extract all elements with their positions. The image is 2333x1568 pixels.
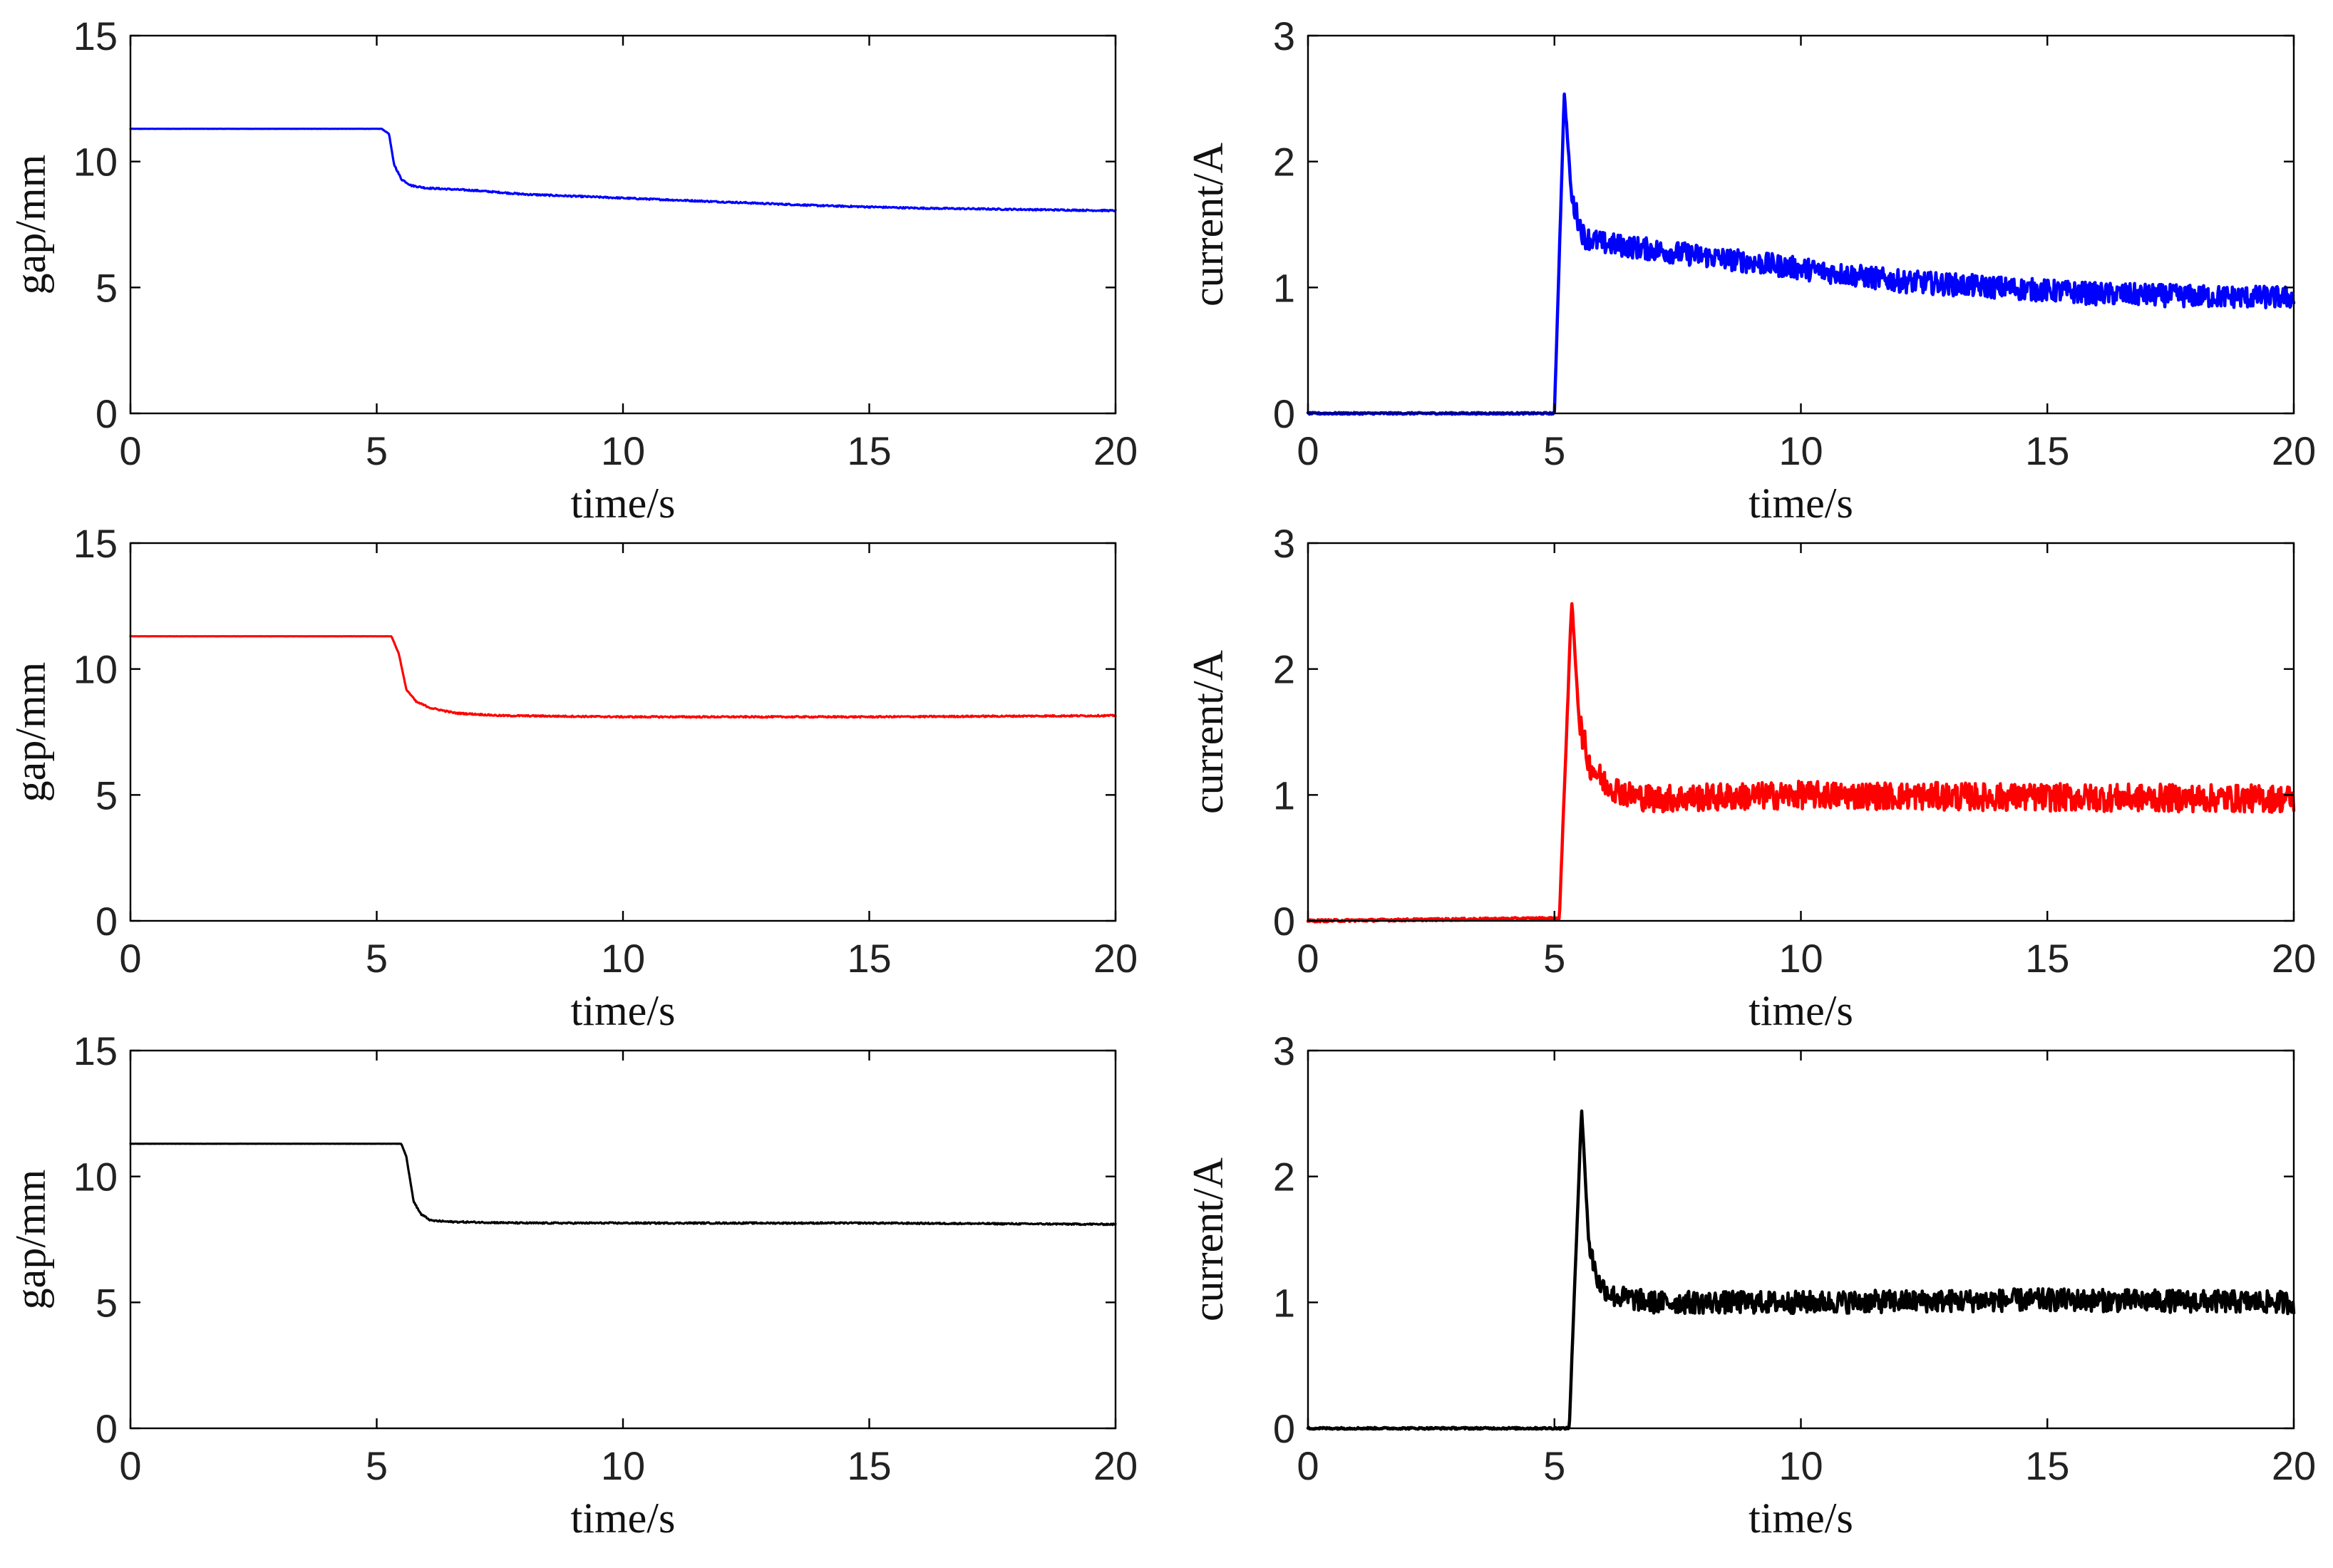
y-tick-label: 0 [96, 1406, 118, 1451]
y-tick-label: 3 [1273, 1028, 1295, 1073]
y-tick-label: 0 [1273, 391, 1295, 436]
y-tick-label: 15 [73, 521, 118, 566]
y-tick-label: 5 [96, 1280, 118, 1325]
x-axis-label: time/s [571, 987, 676, 1034]
y-tick-label: 5 [96, 265, 118, 310]
x-tick-label: 20 [2272, 428, 2316, 473]
x-tick-label: 10 [1778, 936, 1823, 981]
series-line-current-red [1306, 602, 2296, 924]
series-line-current-black [1306, 1109, 2296, 1431]
y-tick-label: 3 [1273, 521, 1295, 566]
x-axis-label: time/s [1749, 1495, 1853, 1542]
y-tick-label: 2 [1273, 140, 1295, 185]
x-tick-label: 10 [601, 936, 645, 981]
x-tick-label: 5 [366, 428, 388, 473]
x-tick-label: 5 [1543, 936, 1565, 981]
x-tick-label: 20 [2272, 936, 2316, 981]
y-tick-label: 0 [96, 899, 118, 944]
x-tick-label: 15 [847, 936, 891, 981]
y-tick-label: 1 [1273, 265, 1295, 310]
panel-gap-black: 0 5 10 15 20 0 5 10 15 time/s gap/mm [7, 1028, 1138, 1542]
panel-gap-red: 0 5 10 15 20 0 5 10 15 time/s gap/mm [7, 521, 1138, 1034]
x-axis-label: time/s [571, 1495, 676, 1542]
x-tick-label: 10 [1778, 1443, 1823, 1488]
x-axis-label: time/s [1749, 987, 1853, 1034]
x-tick-label: 20 [1093, 428, 1138, 473]
y-tick-label: 0 [96, 391, 118, 436]
panel-current-black: 0 5 10 15 20 0 1 2 3 time/s current/A [1185, 1028, 2316, 1542]
y-tick-label: 10 [73, 1155, 118, 1200]
x-tick-label: 20 [1093, 1443, 1138, 1488]
x-tick-label: 5 [1543, 428, 1565, 473]
x-tick-label: 0 [1297, 428, 1319, 473]
x-axis-label: time/s [1749, 480, 1853, 527]
y-tick-label: 1 [1273, 773, 1295, 817]
y-axis-label: gap/mm [7, 1170, 54, 1310]
x-tick-label: 5 [1543, 1443, 1565, 1488]
x-tick-label: 15 [2025, 936, 2069, 981]
y-axis-label: current/A [1185, 650, 1232, 814]
x-tick-label: 5 [366, 936, 388, 981]
y-tick-label: 10 [73, 647, 118, 692]
y-tick-label: 2 [1273, 647, 1295, 692]
series-line-current-blue [1306, 92, 2296, 416]
x-tick-label: 10 [601, 1443, 645, 1488]
x-tick-label: 0 [119, 1443, 141, 1488]
y-tick-label: 1 [1273, 1280, 1295, 1325]
axes-frame [129, 34, 1117, 415]
series-line-gap-red [129, 635, 1117, 719]
x-axis-label: time/s [571, 480, 676, 527]
y-tick-label: 0 [1273, 1406, 1295, 1451]
series-line-gap-black [129, 1143, 1117, 1227]
x-tick-label: 15 [2025, 428, 2069, 473]
x-tick-label: 0 [1297, 936, 1319, 981]
x-tick-label: 20 [2272, 1443, 2316, 1488]
x-tick-label: 15 [2025, 1443, 2069, 1488]
panel-current-red: 0 5 10 15 20 0 1 2 3 time/s current/A [1185, 521, 2316, 1034]
y-axis-label: current/A [1185, 143, 1232, 306]
x-tick-label: 10 [1778, 428, 1823, 473]
y-axis-label: gap/mm [7, 662, 54, 803]
axes-frame [1307, 1049, 2295, 1430]
axes-frame [1307, 542, 2295, 922]
y-tick-label: 10 [73, 140, 118, 185]
x-tick-label: 0 [119, 936, 141, 981]
y-tick-label: 3 [1273, 14, 1295, 58]
axes-frame [129, 1049, 1117, 1430]
axes-frame [129, 542, 1117, 922]
y-tick-label: 5 [96, 773, 118, 817]
series-line-gap-blue [129, 128, 1117, 212]
axes-frame [1307, 34, 2295, 415]
x-tick-label: 15 [847, 1443, 891, 1488]
x-tick-label: 0 [119, 428, 141, 473]
y-axis-label: current/A [1185, 1157, 1232, 1321]
x-tick-label: 15 [847, 428, 891, 473]
x-tick-label: 5 [366, 1443, 388, 1488]
x-tick-label: 20 [1093, 936, 1138, 981]
y-tick-label: 15 [73, 14, 118, 58]
y-tick-label: 2 [1273, 1155, 1295, 1200]
y-tick-label: 15 [73, 1028, 118, 1073]
panel-gap-blue: 0 5 10 15 20 0 5 10 15 time/s gap/mm [7, 14, 1138, 527]
y-tick-label: 0 [1273, 899, 1295, 944]
y-axis-label: gap/mm [7, 155, 54, 295]
panel-current-blue: 0 5 10 15 20 0 1 2 3 time/s current/A [1185, 14, 2316, 527]
x-tick-label: 0 [1297, 1443, 1319, 1488]
x-tick-label: 10 [601, 428, 645, 473]
